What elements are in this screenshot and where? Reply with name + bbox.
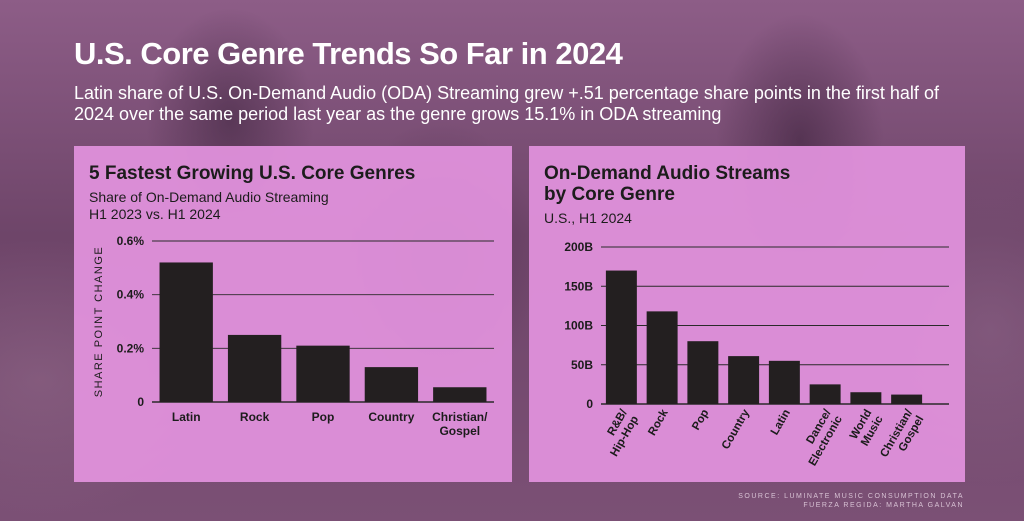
page-subtitle: Latin share of U.S. On-Demand Audio (ODA… <box>74 83 939 124</box>
x-tick-label-line: Latin <box>172 410 201 424</box>
bar <box>296 345 350 402</box>
chart-subtitle-line: U.S., H1 2024 <box>544 210 632 226</box>
x-tick-label: Latin <box>172 410 201 424</box>
x-tick-label-line: Country <box>368 410 414 424</box>
x-tick-label: Country <box>368 410 414 424</box>
bar <box>605 270 637 404</box>
x-tick-label: Latin <box>769 408 793 438</box>
y-tick-label: 0.6% <box>117 234 145 248</box>
source-line: SOURCE: LUMINATE MUSIC CONSUMPTION DATA <box>738 493 964 500</box>
x-tick-label-line: Gospel <box>439 424 480 438</box>
y-tick-label: 150B <box>564 279 593 293</box>
bar <box>159 262 213 402</box>
chart-title-line: On-Demand Audio Streams <box>544 163 791 184</box>
y-axis-label: SHARE POINT CHANGE <box>93 246 105 398</box>
credit-line: FUERZA REGIDA: MARTHA GALVAN <box>803 502 964 509</box>
x-tick-label-line: Pop <box>312 410 335 424</box>
x-tick-label: WorldMusic <box>848 407 886 448</box>
y-tick-label: 0.4% <box>117 288 145 302</box>
chart-panel-streams: On-Demand Audio Streams by Core Genre U.S… <box>529 146 965 482</box>
x-tick-label: Dance/Electronic <box>796 407 846 468</box>
page-title: U.S. Core Genre Trends So Far in 2024 <box>74 36 623 71</box>
x-tick-label: Pop <box>312 410 335 424</box>
bar <box>364 367 419 402</box>
x-tick-label-line: Latin <box>769 408 793 438</box>
bar <box>809 384 841 404</box>
bar <box>850 392 882 404</box>
bar <box>728 356 760 404</box>
x-tick-label: Christian/Gospel <box>878 407 927 466</box>
x-tick-label: Country <box>720 407 753 452</box>
x-tick-label-line: Pop <box>690 408 711 433</box>
y-tick-label: 100B <box>564 319 593 333</box>
bar <box>646 311 678 404</box>
chart-title-line: by Core Genre <box>544 184 675 205</box>
y-tick-label: 200B <box>564 240 593 254</box>
x-tick-label: Christian/Gospel <box>432 410 488 438</box>
chart-subtitle-line: H1 2023 vs. H1 2024 <box>89 206 221 222</box>
x-tick-label: Rock <box>240 410 270 424</box>
x-tick-label-line: Christian/ <box>432 410 488 424</box>
source-note: SOURCE: LUMINATE MUSIC CONSUMPTION DATA … <box>738 492 964 510</box>
x-tick-label: R&B/Hip-Hop <box>597 407 641 459</box>
x-tick-label: Pop <box>690 408 711 433</box>
y-tick-label: 0 <box>586 397 593 411</box>
x-tick-label-line: Rock <box>646 407 671 438</box>
x-tick-label-line: Country <box>720 407 753 452</box>
x-tick-label: Rock <box>646 407 671 438</box>
chart-subtitle-line: Share of On-Demand Audio Streaming <box>89 189 329 205</box>
y-tick-label: 0.2% <box>117 341 145 355</box>
bar <box>227 334 282 402</box>
bar <box>687 341 719 404</box>
bar <box>768 360 800 404</box>
bar-chart-share-change: 0 0.2% 0.4% 0.6% SHARE POINT CHANGE Latin Rock… <box>93 234 494 438</box>
bar-chart-streams: 0 50B 100B 150B 200B R&B/Hip-Hop Rock Pop Countr… <box>564 240 949 468</box>
bar <box>433 387 487 402</box>
chart-title: 5 Fastest Growing U.S. Core Genres <box>89 163 416 184</box>
y-tick-label: 50B <box>571 358 593 372</box>
x-tick-label-line: Rock <box>240 410 270 424</box>
bar <box>891 394 923 404</box>
chart-title: On-Demand Audio Streams by Core Genre <box>544 163 790 205</box>
y-tick-label: 0 <box>137 395 144 409</box>
chart-panel-genre-growth: 5 Fastest Growing U.S. Core Genres Share… <box>74 146 512 482</box>
